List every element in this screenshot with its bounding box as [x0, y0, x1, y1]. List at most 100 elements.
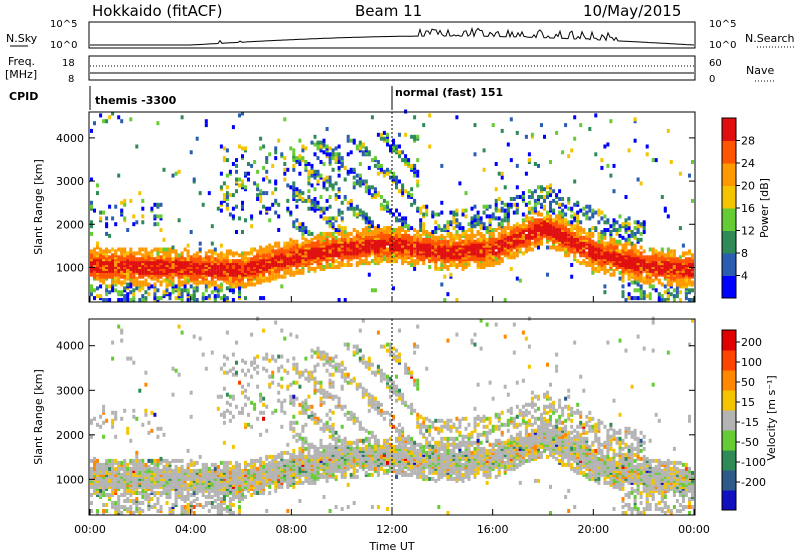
echo-cell	[452, 210, 456, 215]
echo-cell	[117, 276, 121, 281]
echo-cell	[105, 418, 109, 423]
echo-cell	[654, 253, 658, 258]
echo-cell	[600, 216, 604, 221]
echo-cell	[168, 493, 172, 497]
echo-cell	[93, 296, 96, 301]
echo-cell	[428, 237, 432, 242]
echo-cell	[379, 132, 383, 137]
echo-cell	[627, 282, 631, 287]
echo-cell	[313, 134, 317, 139]
echo-cell	[367, 235, 371, 240]
echo-cell	[108, 233, 112, 238]
echo-cell	[540, 123, 543, 128]
cpid-strip: CPID themis -3300 normal (fast) 151	[9, 86, 503, 110]
echo-cell	[618, 249, 622, 254]
echo-cell	[612, 228, 616, 232]
echo-cell	[416, 134, 420, 139]
echo-cell	[207, 270, 211, 275]
echo-cell	[443, 263, 447, 267]
echo-cell	[410, 134, 414, 139]
echo-cell	[129, 247, 133, 252]
echo-cell	[570, 226, 574, 231]
echo-cell	[195, 468, 199, 473]
echo-cell	[382, 136, 386, 141]
echo-cell	[126, 251, 130, 256]
echo-cell	[204, 123, 208, 128]
echo-cell	[515, 253, 519, 258]
echo-cell	[156, 222, 160, 227]
echo-cell	[301, 144, 305, 149]
echo-cell	[422, 226, 426, 231]
echo-cell	[277, 245, 281, 250]
echo-cell	[624, 195, 628, 199]
echo-cell	[543, 216, 546, 221]
echo-cell	[591, 266, 595, 271]
echo-cell	[509, 226, 513, 231]
echo-cell	[207, 495, 211, 499]
echo-cell	[132, 466, 136, 471]
colorbar-label: 20	[741, 180, 755, 193]
echo-cell	[678, 255, 682, 260]
freq-label: Freq.	[8, 55, 35, 68]
echo-cell	[271, 245, 275, 250]
echo-cell	[271, 249, 275, 254]
echo-cell	[367, 216, 371, 221]
echo-cell	[319, 140, 323, 145]
echo-cell	[144, 412, 148, 417]
echo-cell	[543, 195, 546, 199]
echo-cell	[265, 263, 269, 267]
echo-cell	[630, 241, 634, 246]
echo-cell	[295, 239, 299, 244]
echo-cell	[675, 278, 679, 283]
echo-cell	[576, 200, 580, 205]
echo-cell	[153, 296, 157, 301]
echo-cell	[310, 198, 314, 203]
echo-cell	[370, 259, 374, 264]
echo-cell	[654, 261, 658, 266]
echo-cell	[494, 257, 498, 262]
echo-cell	[213, 505, 217, 509]
echo-cell	[225, 259, 229, 264]
echo-cell	[253, 255, 257, 260]
echo-cell	[398, 132, 401, 137]
echo-cell	[126, 507, 130, 511]
echo-cell	[582, 259, 586, 264]
echo-cell	[509, 117, 513, 122]
echo-cell	[509, 202, 513, 207]
echo-cell	[485, 249, 489, 254]
echo-cell	[570, 220, 574, 225]
echo-cell	[597, 220, 601, 225]
echo-cell	[603, 265, 607, 269]
echo-cell	[274, 249, 278, 254]
echo-cell	[591, 226, 595, 231]
echo-cell	[325, 144, 329, 149]
echo-cell	[473, 123, 477, 128]
echo-cell	[431, 210, 435, 215]
echo-cell	[494, 237, 498, 242]
echo-cell	[494, 251, 498, 256]
echo-cell	[265, 253, 269, 258]
echo-cell	[256, 253, 260, 258]
echo-cell	[201, 493, 205, 497]
echo-cell	[546, 210, 549, 215]
echo-cell	[268, 247, 272, 252]
echo-cell	[135, 282, 139, 287]
echo-cell	[630, 280, 634, 285]
echo-cell	[180, 115, 184, 120]
echo-cell	[579, 208, 583, 213]
echo-cell	[449, 210, 453, 215]
echo-cell	[102, 493, 106, 497]
echo-cell	[615, 228, 619, 232]
echo-cell	[552, 228, 556, 232]
echo-cell	[241, 183, 244, 188]
echo-cell	[210, 468, 214, 473]
echo-cell	[419, 228, 423, 232]
power-colorbar-title: Power [dB]	[758, 178, 771, 238]
echo-cell	[283, 162, 287, 166]
echo-cell	[340, 230, 344, 234]
echo-cell	[114, 414, 118, 419]
echo-cell	[171, 290, 175, 295]
echo-cell	[639, 251, 643, 256]
echo-cell	[482, 226, 486, 231]
